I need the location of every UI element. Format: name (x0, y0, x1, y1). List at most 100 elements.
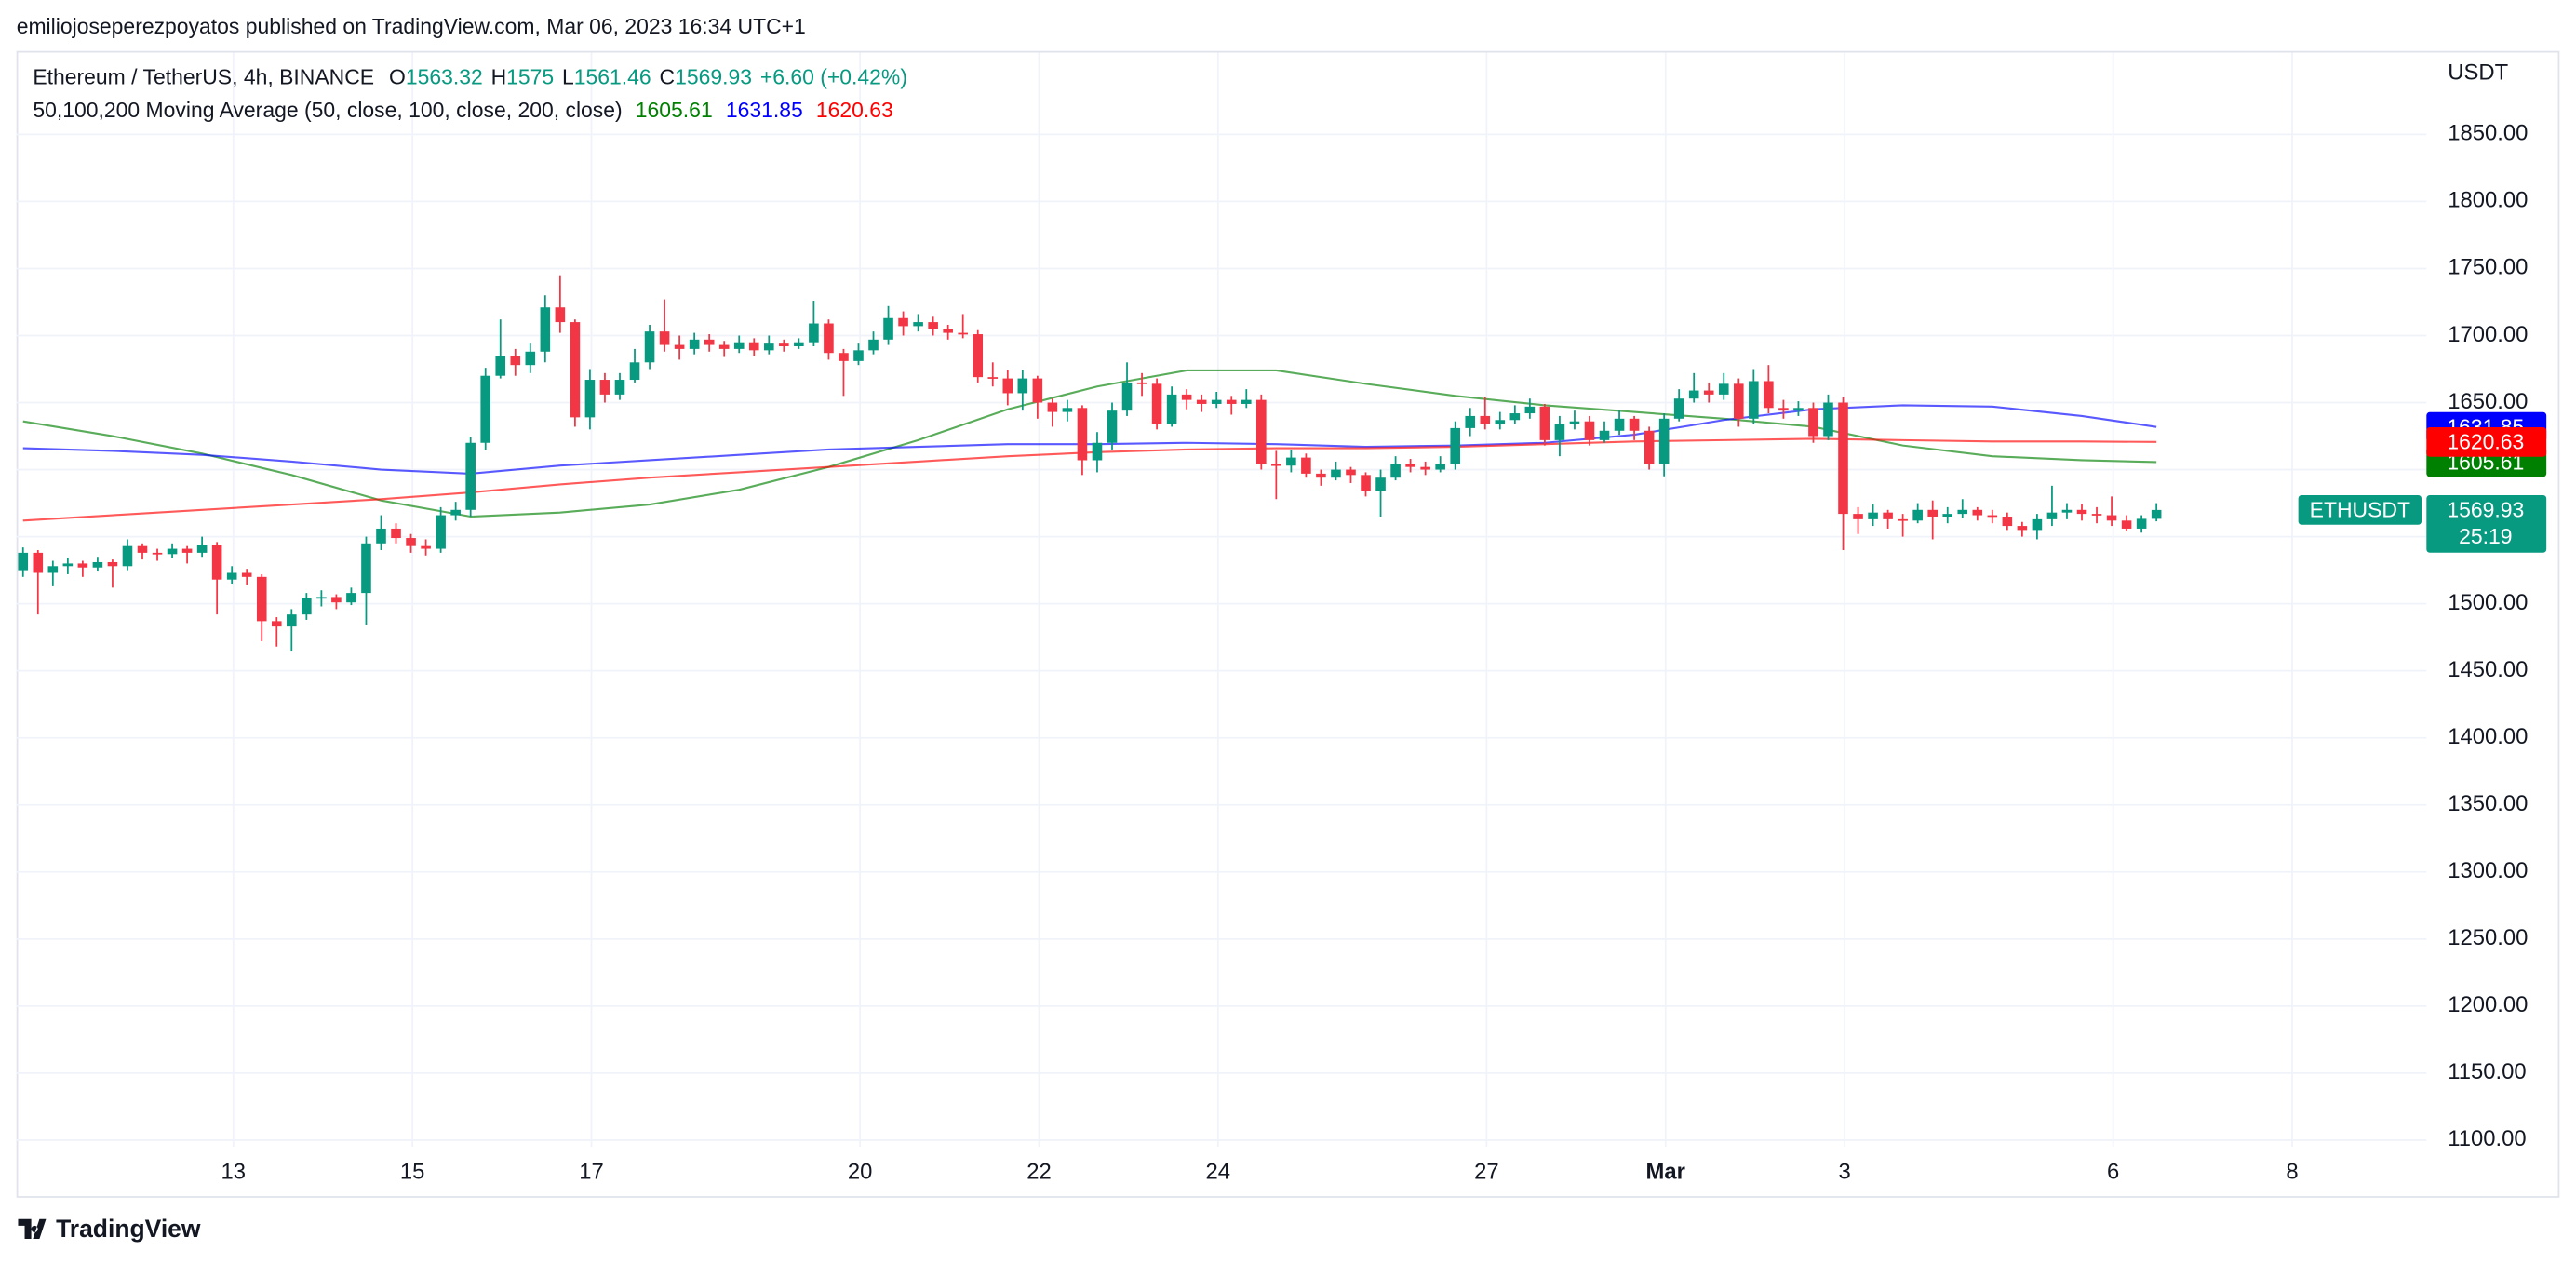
candle-body (33, 552, 44, 573)
candle-body (1002, 378, 1013, 394)
candle-body (718, 344, 730, 349)
y-tick-label: 1150.00 (2448, 1059, 2526, 1084)
candle-body (510, 356, 521, 366)
candle-body (913, 322, 923, 327)
y-tick-label: 1850.00 (2448, 121, 2528, 146)
legend-text: 1569.93 (675, 65, 752, 89)
candle-body (1733, 383, 1744, 419)
candle-body (122, 545, 133, 567)
candle-body (1465, 415, 1476, 428)
candle-body (928, 322, 938, 329)
x-tick-label: 8 (2286, 1160, 2298, 1185)
candle-body (2032, 518, 2043, 531)
candle-body (584, 380, 596, 418)
legend-row: 50,100,200 Moving Average (50, close, 10… (33, 98, 892, 122)
candle-body (1823, 402, 1833, 437)
candle-body (943, 329, 953, 333)
candle-body (256, 576, 267, 622)
candle-body (181, 548, 193, 553)
legend-text: C (660, 65, 676, 89)
candle-body (2017, 526, 2028, 531)
candle-body (1599, 430, 1610, 440)
candle-body (137, 545, 148, 553)
footer-logo: TradingView (18, 1215, 201, 1243)
x-tick-label: Mar (1646, 1160, 1685, 1185)
candle-body (570, 322, 581, 418)
candles (18, 275, 2162, 652)
candle-body (2136, 518, 2147, 529)
y-tick-label: 1500.00 (2448, 590, 2528, 615)
candle-body (629, 362, 640, 381)
publisher-line: emiliojoseperezpoyatos published on Trad… (17, 14, 806, 38)
candle-body (1316, 473, 1326, 478)
x-tick-label: 22 (1026, 1160, 1052, 1185)
candle-body (18, 552, 29, 571)
legend: Ethereum / TetherUS, 4h, BINANCE O1563.32… (33, 65, 907, 122)
logo-icon (18, 1218, 47, 1239)
candle-body (1420, 466, 1430, 470)
candle-body (2091, 514, 2102, 516)
candle-body (406, 538, 416, 546)
candle-body (987, 377, 999, 379)
candle-body (1688, 390, 1699, 399)
candle-body (1749, 381, 1759, 419)
candle-body (1107, 410, 1118, 443)
candle-body (779, 343, 789, 347)
candle-body (525, 351, 536, 366)
candle-body (1062, 408, 1073, 412)
candle-body (733, 342, 745, 349)
candle-body (1658, 418, 1670, 464)
candle-body (1196, 399, 1207, 404)
candle-body (973, 334, 984, 378)
candle-body (1942, 514, 1953, 517)
candle-body (1703, 390, 1714, 395)
candle-body (2076, 509, 2087, 515)
candle-body (1301, 457, 1311, 474)
candle-body (47, 566, 59, 573)
candle-body (1764, 381, 1774, 409)
candle-body (167, 548, 178, 555)
candle-body (1077, 408, 1088, 461)
legend-text: O (389, 65, 406, 89)
candle-body (376, 528, 386, 544)
candle-body (346, 593, 356, 603)
candle-body (1480, 415, 1491, 424)
candle-body (1539, 406, 1550, 440)
y-tick-label: 1300.00 (2448, 858, 2528, 883)
candle-body (674, 344, 685, 349)
candle-body (1898, 518, 1908, 521)
y-tick-label: 1400.00 (2448, 724, 2528, 749)
candle-body (1136, 382, 1147, 384)
candle-body (1972, 509, 1983, 516)
chart-frame (16, 50, 2560, 1198)
candle-body (1390, 464, 1401, 478)
y-axis-label: USDT (2448, 61, 2508, 86)
candle-body (2046, 512, 2058, 519)
candle-body (1121, 382, 1133, 411)
candle-body (480, 375, 491, 443)
candle-body (1614, 418, 1625, 431)
candle-body (1151, 383, 1162, 424)
candle-body (2106, 515, 2117, 521)
candle-body (1793, 408, 1804, 411)
legend-text: 1575 (506, 65, 554, 89)
grid (16, 52, 2427, 1148)
candle-body (1331, 469, 1341, 478)
candle-body (1808, 408, 1818, 437)
last-price-label: 1569.93 (2447, 498, 2524, 522)
x-tick-label: 27 (1474, 1160, 1499, 1185)
candle-body (1181, 394, 1192, 400)
axes: 1100.00 1150.00 1200.00 1250.00 1300.00 1350.… (221, 61, 2547, 1185)
candle-body (1957, 509, 1968, 515)
candle-body (211, 545, 222, 580)
price-tag-label: 1620.63 (2447, 430, 2524, 454)
legend-text: L (562, 65, 574, 89)
legend-text: Ethereum / TetherUS, 4h, BINANCE (33, 65, 374, 89)
candle-body (1853, 514, 1863, 519)
candle-body (868, 339, 879, 351)
candle-body (748, 342, 759, 351)
candle-body (1375, 477, 1386, 491)
candle-body (1838, 402, 1848, 515)
